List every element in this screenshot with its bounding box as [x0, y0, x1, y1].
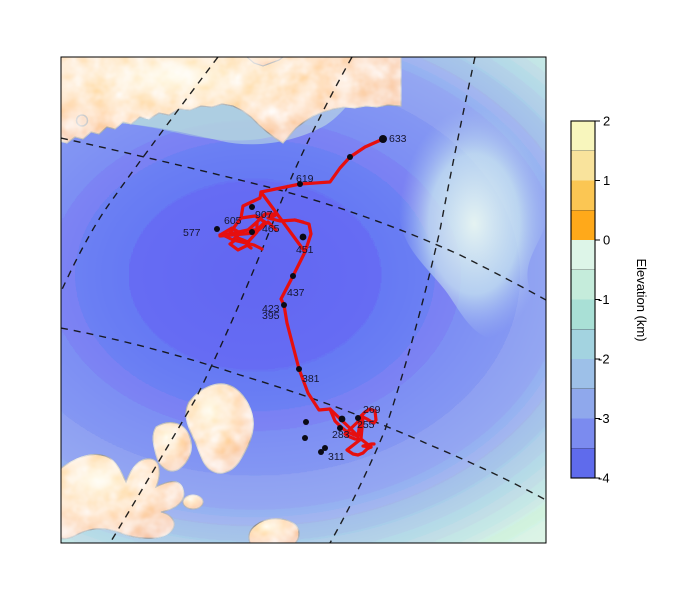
svg-text:283: 283: [332, 429, 350, 441]
svg-text:605: 605: [224, 215, 242, 227]
svg-text:255: 255: [357, 419, 375, 431]
svg-text:269: 269: [363, 404, 381, 416]
svg-text:437: 437: [287, 287, 305, 299]
svg-text:577: 577: [183, 227, 201, 239]
svg-text:451: 451: [296, 244, 314, 256]
svg-text:395: 395: [262, 310, 280, 322]
svg-text:-3: -3: [598, 411, 610, 426]
svg-text:633: 633: [389, 133, 407, 145]
svg-text:381: 381: [302, 373, 320, 385]
svg-text:-1: -1: [598, 292, 610, 307]
svg-text:465: 465: [262, 223, 280, 235]
svg-text:-2: -2: [598, 352, 610, 367]
svg-text:1: 1: [603, 173, 610, 188]
svg-text:2: 2: [603, 114, 610, 129]
svg-text:311: 311: [328, 451, 345, 463]
svg-text:Elevation (km): Elevation (km): [634, 258, 649, 341]
svg-text:619: 619: [296, 173, 314, 185]
svg-text:907: 907: [255, 209, 273, 221]
svg-text:0: 0: [603, 233, 610, 248]
svg-text:-4: -4: [598, 471, 610, 486]
